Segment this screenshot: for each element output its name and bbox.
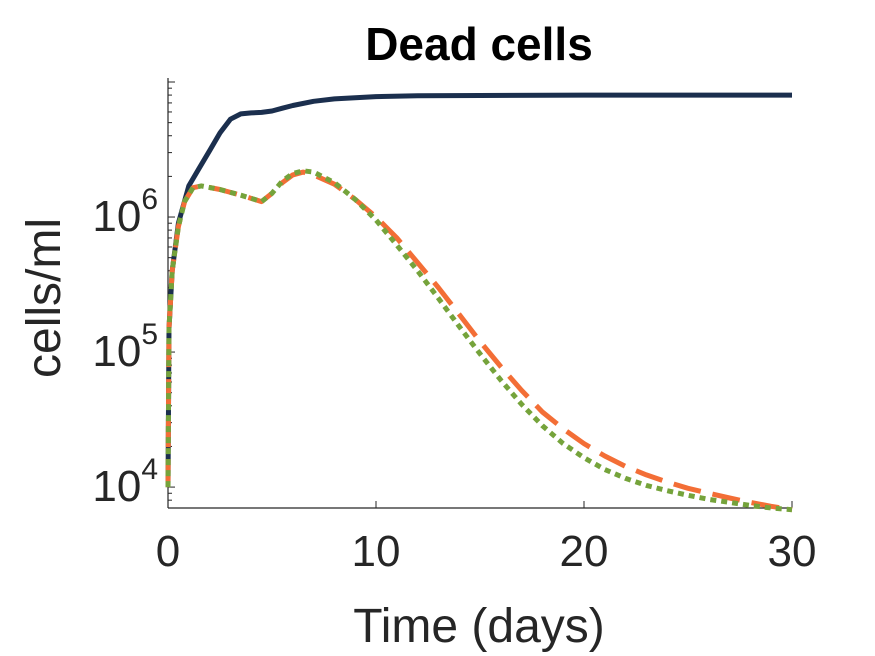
series-line-3-dotted	[165, 168, 793, 513]
y-tick-label: 104	[92, 453, 158, 511]
x-tick-label: 20	[560, 527, 609, 576]
x-tick-label: 0	[156, 527, 180, 576]
y-axis-label: cells/ml	[18, 218, 71, 378]
chart-title: Dead cells	[365, 18, 593, 70]
x-tick-labels: 0 10 20 30	[156, 527, 817, 576]
y-tick-label: 106	[92, 183, 158, 241]
axes	[167, 78, 793, 509]
series-line-1-solid	[165, 92, 792, 488]
series-line-2-dashed	[165, 169, 793, 513]
y-tick-label: 105	[92, 318, 158, 376]
x-tick-label: 30	[768, 527, 817, 576]
x-axis-label: Time (days)	[353, 600, 605, 653]
series-lines	[165, 92, 793, 513]
y-tick-labels: 104 105 106	[92, 183, 158, 511]
x-tick-label: 10	[352, 527, 401, 576]
